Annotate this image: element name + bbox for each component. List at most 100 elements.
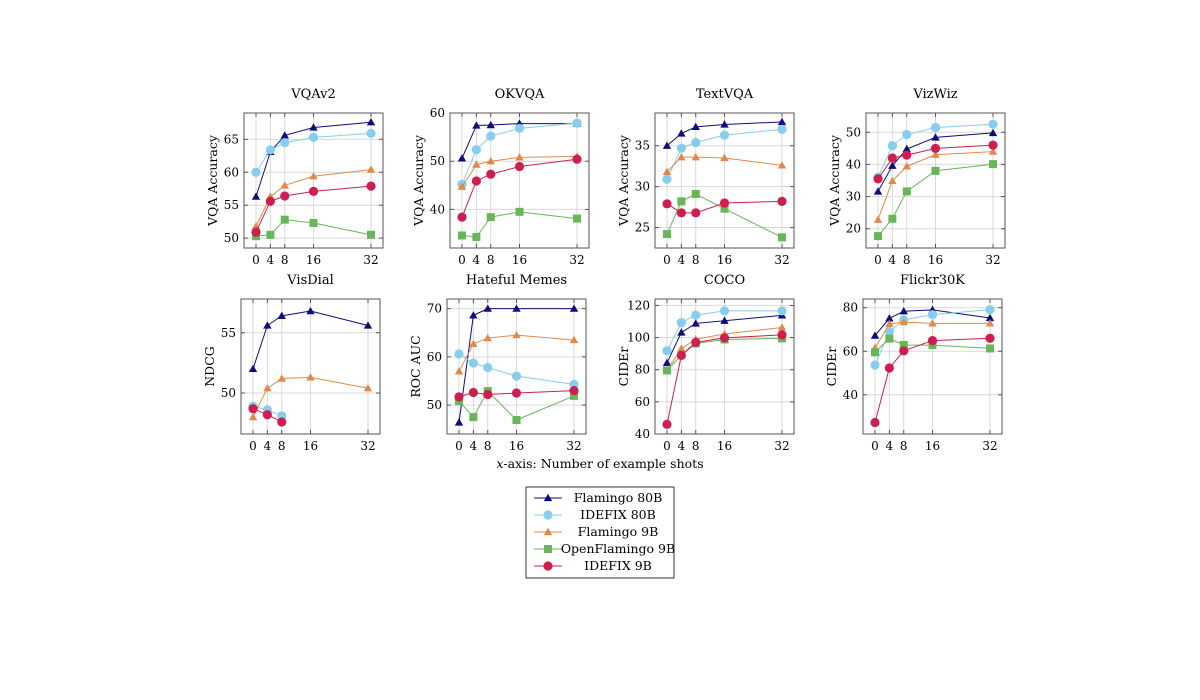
- legend-entry: OpenFlamingo 9B: [534, 541, 675, 556]
- y-tick-label: 55: [221, 326, 236, 340]
- data-point: [691, 190, 700, 198]
- series-idefix-9b: [662, 196, 787, 218]
- data-point: [251, 227, 261, 237]
- y-tick-label: 50: [427, 398, 442, 412]
- series-idefix-80b: [454, 349, 579, 389]
- data-point: [676, 350, 686, 361]
- data-point: [457, 182, 467, 190]
- data-point: [366, 181, 376, 191]
- data-point: [486, 169, 496, 179]
- data-point: [277, 311, 286, 320]
- data-point: [691, 310, 701, 320]
- series-flamingo-9b: [454, 330, 579, 375]
- x-tick-label: 4: [470, 439, 478, 453]
- y-tick-label: 60: [635, 395, 650, 409]
- data-point: [930, 143, 941, 153]
- data-point: [363, 321, 373, 329]
- data-point: [899, 340, 908, 349]
- data-point: [927, 335, 938, 346]
- x-tick-label: 8: [278, 439, 286, 453]
- x-tick-label: 8: [484, 439, 492, 453]
- series-openflamingo-9b: [874, 160, 997, 241]
- x-tick-label: 32: [566, 439, 581, 453]
- y-axis-label: VQA Accuracy: [616, 134, 631, 227]
- data-point: [676, 143, 686, 153]
- x-tick-label: 0: [252, 253, 260, 267]
- subplot-title: COCO: [704, 273, 745, 288]
- data-point: [569, 304, 579, 312]
- y-tick-label: 65: [224, 132, 239, 146]
- data-point: [515, 153, 524, 161]
- y-axis-label: NDCG: [202, 346, 217, 387]
- data-point: [777, 117, 787, 126]
- y-axis-label: VQA Accuracy: [827, 134, 842, 227]
- y-tick-label: 60: [430, 106, 445, 120]
- series-idefix-9b: [251, 181, 376, 237]
- x-tick-label: 16: [512, 253, 527, 267]
- x-tick-label: 8: [903, 253, 911, 267]
- data-point: [514, 123, 525, 134]
- data-point: [777, 306, 787, 316]
- data-point: [888, 214, 897, 223]
- legend-marker: [543, 527, 553, 536]
- subplot-title: Hateful Memes: [466, 273, 567, 288]
- legend-entry: Flamingo 80B: [534, 490, 662, 505]
- data-point: [662, 358, 672, 366]
- data-point: [454, 418, 464, 426]
- legend-label: OpenFlamingo 9B: [561, 541, 675, 556]
- y-tick-label: 80: [635, 363, 650, 377]
- data-point: [719, 306, 730, 316]
- x-axis-caption: x-axis: Number of example shots: [496, 456, 703, 471]
- data-point: [483, 304, 492, 312]
- data-point: [988, 147, 998, 155]
- y-axis-label: CIDEr: [824, 347, 839, 387]
- series-idefix-80b: [662, 306, 787, 356]
- data-point: [454, 367, 464, 375]
- y-tick-label: 55: [224, 198, 239, 212]
- data-point: [888, 161, 897, 169]
- series-flamingo-80b: [248, 306, 373, 373]
- data-point: [885, 319, 894, 327]
- data-point: [931, 133, 940, 141]
- data-point: [486, 157, 495, 165]
- data-point: [778, 233, 786, 242]
- data-point: [885, 334, 894, 343]
- data-point: [899, 306, 908, 315]
- data-point: [985, 319, 995, 327]
- data-point: [469, 311, 478, 319]
- legend-label: Flamingo 80B: [574, 490, 663, 505]
- y-axis-label: VQA Accuracy: [411, 134, 426, 227]
- x-tick-label: 0: [458, 253, 466, 267]
- legend-marker: [543, 510, 553, 520]
- x-tick-label: 4: [678, 253, 686, 267]
- data-point: [720, 204, 729, 213]
- data-point: [662, 346, 672, 356]
- x-tick-label: 4: [264, 439, 272, 453]
- x-tick-label: 16: [717, 439, 732, 453]
- data-point: [873, 215, 883, 223]
- data-point: [266, 230, 275, 239]
- x-tick-label: 16: [717, 253, 732, 267]
- series-idefix-9b: [454, 386, 579, 402]
- data-point: [691, 319, 700, 327]
- data-point: [676, 318, 686, 328]
- data-point: [873, 174, 883, 184]
- data-point: [777, 161, 787, 169]
- data-point: [309, 123, 318, 131]
- data-point: [512, 330, 521, 339]
- x-tick-label: 32: [774, 253, 789, 267]
- data-point: [469, 339, 478, 347]
- data-point: [870, 417, 880, 428]
- data-point: [471, 145, 481, 155]
- y-tick-label: 35: [635, 139, 650, 153]
- data-point: [248, 412, 258, 421]
- data-point: [884, 363, 894, 373]
- x-tick-label: 0: [874, 253, 882, 267]
- y-tick-label: 60: [843, 344, 858, 358]
- data-point: [515, 207, 524, 216]
- x-tick-label: 8: [692, 439, 700, 453]
- x-tick-label: 0: [871, 439, 879, 453]
- data-point: [306, 306, 315, 315]
- legend-label: IDEFIX 9B: [584, 558, 652, 573]
- data-point: [569, 386, 579, 396]
